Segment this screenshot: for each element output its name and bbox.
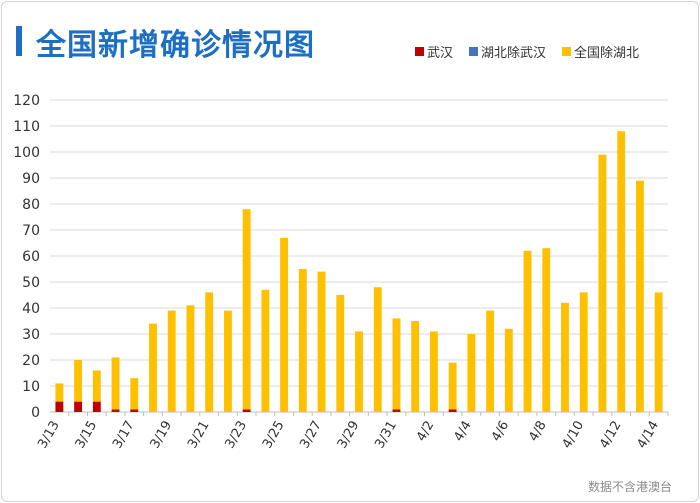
y-tick-label: 120 bbox=[13, 93, 40, 109]
bar-wuhan bbox=[392, 409, 401, 412]
y-tick-label: 30 bbox=[22, 327, 40, 343]
y-tick-label: 0 bbox=[31, 405, 40, 421]
bar-national-ex-hubei bbox=[635, 180, 644, 412]
x-tick-label: 4/4 bbox=[451, 419, 474, 445]
x-tick-label: 3/31 bbox=[372, 419, 400, 452]
y-tick-label: 110 bbox=[13, 119, 40, 135]
bar-wuhan bbox=[55, 401, 64, 412]
legend-label-hubei-ex-wuhan: 湖北除武汉 bbox=[481, 46, 547, 61]
y-tick-label: 60 bbox=[22, 249, 40, 265]
x-tick-label: 3/17 bbox=[110, 419, 138, 452]
bar-national-ex-hubei bbox=[280, 237, 289, 412]
x-tick-label: 4/14 bbox=[635, 419, 663, 452]
x-tick-label: 3/19 bbox=[148, 419, 176, 452]
x-tick-label: 4/12 bbox=[597, 419, 625, 452]
y-tick-label: 50 bbox=[22, 275, 40, 291]
title-accent-bar bbox=[16, 26, 22, 56]
x-tick-label: 4/6 bbox=[489, 419, 512, 445]
legend-label-wuhan: 武汉 bbox=[427, 46, 454, 61]
bar-national-ex-hubei bbox=[242, 209, 251, 410]
bar-national-ex-hubei bbox=[561, 302, 569, 412]
y-tick-label: 80 bbox=[22, 197, 40, 213]
bar-wuhan bbox=[242, 409, 251, 412]
bar-national-ex-hubei bbox=[392, 318, 401, 410]
bar-national-ex-hubei bbox=[186, 305, 195, 412]
bar-national-ex-hubei bbox=[617, 131, 626, 412]
bar-national-ex-hubei bbox=[130, 378, 139, 410]
bar-national-ex-hubei bbox=[411, 321, 420, 412]
y-tick-label: 40 bbox=[22, 301, 40, 317]
bar-national-ex-hubei bbox=[654, 292, 663, 412]
x-tick-label: 4/8 bbox=[526, 419, 549, 445]
y-tick-label: 20 bbox=[22, 353, 40, 369]
x-tick-label: 3/25 bbox=[260, 419, 288, 452]
x-tick-label: 3/23 bbox=[223, 419, 251, 452]
bar-national-ex-hubei bbox=[542, 248, 551, 412]
bar-wuhan bbox=[74, 401, 83, 412]
bar-national-ex-hubei bbox=[205, 292, 214, 412]
bar-national-ex-hubei bbox=[223, 310, 232, 412]
bar-national-ex-hubei bbox=[111, 357, 120, 410]
bar-national-ex-hubei bbox=[55, 383, 64, 402]
bar-national-ex-hubei bbox=[523, 250, 532, 412]
bar-national-ex-hubei bbox=[598, 154, 607, 412]
bar-national-ex-hubei bbox=[261, 289, 270, 412]
y-tick-label: 100 bbox=[13, 145, 40, 161]
legend-swatch-national-ex-hubei bbox=[562, 47, 572, 56]
bar-national-ex-hubei bbox=[74, 360, 83, 402]
legend-item-national-ex-hubei: 全国除湖北 bbox=[562, 42, 639, 61]
y-tick-label: 70 bbox=[22, 223, 40, 239]
bar-wuhan bbox=[130, 409, 139, 412]
legend-item-wuhan: 武汉 bbox=[415, 42, 453, 61]
chart-title: 全国新增确诊情况图 bbox=[36, 28, 315, 63]
x-tick-label: 4/10 bbox=[560, 419, 588, 452]
bar-national-ex-hubei bbox=[467, 334, 476, 412]
bar-national-ex-hubei bbox=[579, 292, 588, 412]
x-tick-label: 3/29 bbox=[335, 419, 363, 452]
bar-national-ex-hubei bbox=[298, 269, 307, 412]
y-tick-label: 90 bbox=[22, 171, 40, 187]
bar-national-ex-hubei bbox=[373, 287, 382, 412]
bar-wuhan bbox=[448, 409, 457, 412]
x-tick-label: 3/21 bbox=[185, 419, 213, 452]
y-tick-label: 10 bbox=[22, 379, 40, 395]
bar-national-ex-hubei bbox=[504, 328, 513, 412]
bar-national-ex-hubei bbox=[92, 370, 101, 402]
x-tick-label: 4/2 bbox=[414, 419, 437, 445]
bar-national-ex-hubei bbox=[486, 310, 495, 412]
bar-national-ex-hubei bbox=[149, 323, 157, 412]
bar-national-ex-hubei bbox=[429, 331, 438, 412]
legend-item-hubei-ex-wuhan: 湖北除武汉 bbox=[469, 42, 546, 61]
bar-wuhan bbox=[92, 401, 101, 412]
legend-swatch-wuhan bbox=[415, 47, 424, 56]
x-tick-label: 3/13 bbox=[35, 419, 63, 452]
legend-swatch-hubei-ex-wuhan bbox=[469, 47, 479, 56]
x-tick-label: 3/15 bbox=[73, 419, 101, 452]
bar-national-ex-hubei bbox=[317, 271, 326, 412]
bar-national-ex-hubei bbox=[336, 295, 345, 412]
bar-national-ex-hubei bbox=[448, 362, 457, 410]
source-note: 数据不含港澳台 bbox=[587, 480, 672, 494]
bar-national-ex-hubei bbox=[167, 310, 176, 412]
x-tick-label: 3/27 bbox=[297, 419, 325, 452]
bar-national-ex-hubei bbox=[355, 331, 363, 412]
bar-wuhan bbox=[111, 409, 120, 412]
legend-label-national-ex-hubei: 全国除湖北 bbox=[574, 46, 640, 61]
legend: 武汉 湖北除武汉 全国除湖北 bbox=[415, 42, 639, 61]
